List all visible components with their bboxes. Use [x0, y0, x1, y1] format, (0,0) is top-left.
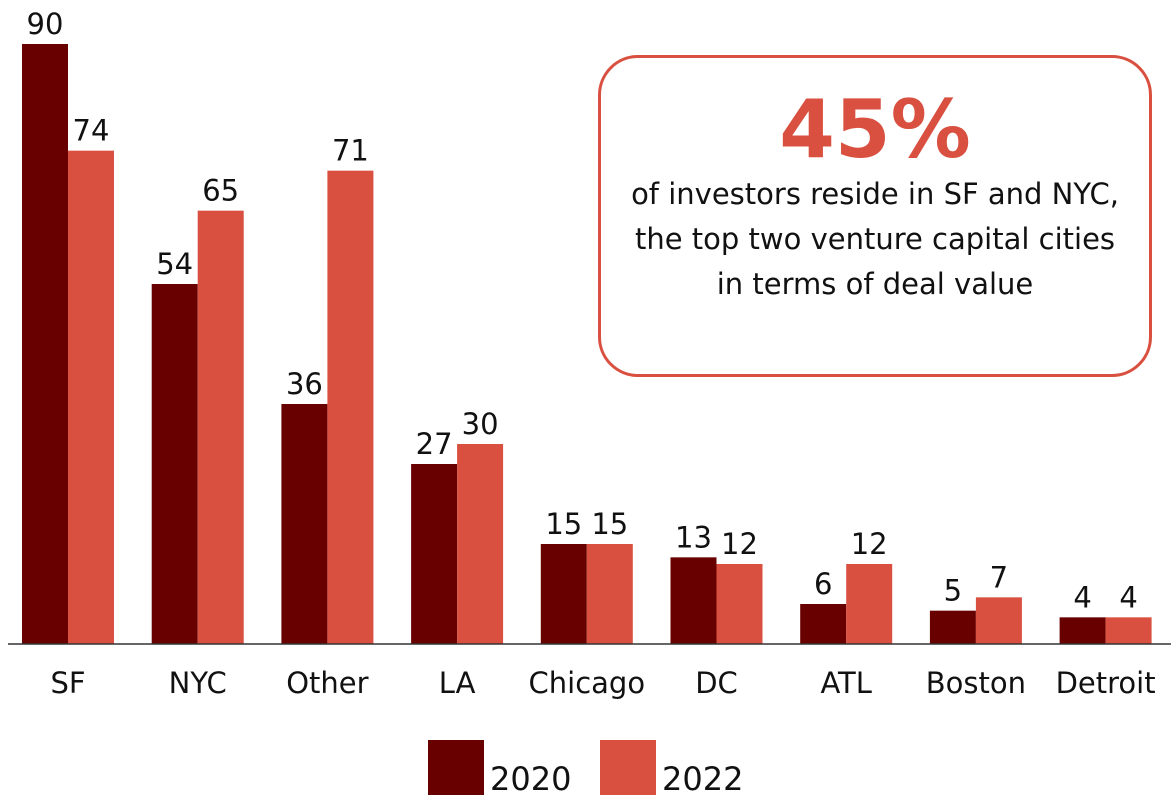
value-label: 12	[851, 527, 888, 561]
bar	[281, 404, 328, 644]
value-label: 12	[721, 527, 758, 561]
legend-label: 2020	[490, 760, 571, 798]
x-tick-label: Boston	[926, 666, 1026, 700]
value-label: 74	[73, 114, 110, 148]
bar	[151, 284, 198, 644]
bar	[327, 170, 374, 644]
annotation-text: of investors reside in SF and NYC, the t…	[631, 177, 1119, 301]
value-label: 15	[545, 507, 582, 541]
bar	[457, 444, 504, 644]
bar	[716, 564, 763, 644]
bar	[197, 210, 244, 644]
bar	[1059, 617, 1106, 644]
value-label: 65	[202, 174, 239, 208]
value-label: 54	[156, 247, 193, 281]
x-tick-label: Chicago	[529, 666, 646, 700]
value-label: 15	[591, 507, 628, 541]
bar	[1105, 617, 1152, 644]
value-label: 13	[675, 520, 712, 554]
bar	[846, 564, 893, 644]
bar	[929, 610, 976, 644]
value-label: 27	[416, 427, 453, 461]
legend-swatch	[600, 740, 656, 795]
bar	[22, 44, 68, 644]
value-label: 4	[1073, 580, 1091, 614]
x-tick-label: Detroit	[1056, 666, 1156, 700]
bar	[411, 464, 458, 644]
legend-swatch	[428, 740, 484, 795]
x-tick-label: DC	[695, 666, 738, 700]
bar	[68, 150, 114, 644]
annotation-headline: 45%	[779, 83, 971, 176]
x-tick-label: SF	[50, 666, 85, 700]
bar	[540, 544, 587, 644]
bar	[586, 544, 633, 644]
bar	[800, 604, 847, 644]
x-tick-label: Other	[286, 666, 368, 700]
value-label: 5	[944, 574, 962, 608]
annotation-box: 45% of investors reside in SF and NYC, t…	[598, 55, 1152, 377]
bar	[670, 557, 717, 644]
value-label: 30	[462, 407, 499, 441]
value-label: 7	[990, 560, 1008, 594]
bar	[975, 597, 1022, 644]
value-label: 71	[332, 134, 369, 168]
value-label: 6	[814, 567, 832, 601]
x-tick-label: LA	[439, 666, 476, 700]
x-tick-label: NYC	[169, 666, 227, 700]
legend-label: 2022	[662, 760, 743, 798]
value-label: 90	[27, 7, 64, 41]
value-label: 36	[286, 367, 323, 401]
value-label: 4	[1119, 580, 1137, 614]
x-tick-label: ATL	[820, 666, 871, 700]
